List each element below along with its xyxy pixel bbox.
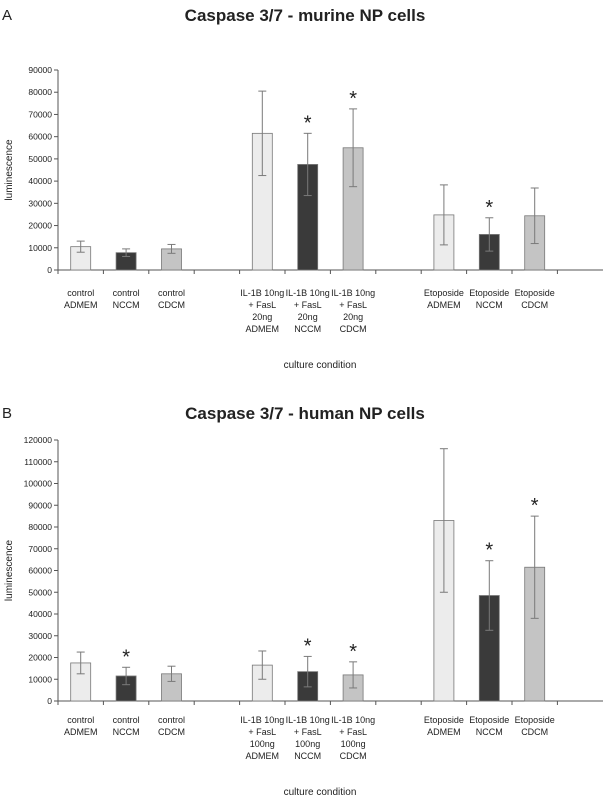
x-axis-title: culture condition xyxy=(284,360,357,371)
category-label: IL-1B 10ng xyxy=(331,288,375,298)
category-label: ADMEM xyxy=(64,300,98,310)
category-label: control xyxy=(158,288,185,298)
category-label: NCCM xyxy=(476,300,503,310)
y-tick-label: 10000 xyxy=(28,674,52,684)
significance-star: * xyxy=(485,540,493,562)
category-label: control xyxy=(67,715,94,725)
y-tick-label: 30000 xyxy=(28,631,52,641)
category-label: Etoposide xyxy=(469,288,509,298)
category-label: NCCM xyxy=(294,324,321,334)
category-label: IL-1B 10ng xyxy=(331,715,375,725)
category-label: control xyxy=(158,715,185,725)
panel-b: B Caspase 3/7 - human NP cells 0 10000 20000… xyxy=(2,404,603,798)
significance-star: * xyxy=(531,495,539,517)
category-label: Etoposide xyxy=(424,715,464,725)
y-tick-label: 0 xyxy=(47,696,52,706)
chart-title: Caspase 3/7 - murine NP cells xyxy=(185,6,426,25)
y-tick-label: 40000 xyxy=(28,176,52,186)
category-label: 100ng xyxy=(250,739,275,749)
category-label: control xyxy=(113,288,140,298)
category-label: Etoposide xyxy=(469,715,509,725)
panel-a: A Caspase 3/7 - murine NP cells 0 10000 2000… xyxy=(2,6,603,371)
category-label: + FasL xyxy=(248,727,276,737)
category-label: ADMEM xyxy=(246,751,280,761)
category-label: CDCM xyxy=(340,751,367,761)
category-label: CDCM xyxy=(158,300,185,310)
category-label: IL-1B 10ng xyxy=(240,715,284,725)
category-label: NCCM xyxy=(113,300,140,310)
category-label: 100ng xyxy=(295,739,320,749)
category-label: CDCM xyxy=(158,727,185,737)
y-tick-label: 80000 xyxy=(28,87,52,97)
y-tick-label: 20000 xyxy=(28,653,52,663)
x-axis-title: culture condition xyxy=(284,787,357,798)
category-label: ADMEM xyxy=(246,324,280,334)
category-label: ADMEM xyxy=(64,727,98,737)
category-label: IL-1B 10ng xyxy=(286,288,330,298)
significance-star: * xyxy=(122,646,130,668)
category-label: IL-1B 10ng xyxy=(286,715,330,725)
category-label: 100ng xyxy=(341,739,366,749)
y-tick-label: 50000 xyxy=(28,154,52,164)
y-tick-label: 40000 xyxy=(28,609,52,619)
panel-letter: B xyxy=(2,405,12,422)
significance-star: * xyxy=(304,635,312,657)
y-tick-label: 0 xyxy=(47,265,52,275)
category-label: NCCM xyxy=(113,727,140,737)
category-label: + FasL xyxy=(339,300,367,310)
significance-star: * xyxy=(304,112,312,134)
significance-star: * xyxy=(485,197,493,219)
y-tick-label: 80000 xyxy=(28,522,52,532)
category-label: 20ng xyxy=(343,312,363,322)
category-label: 20ng xyxy=(298,312,318,322)
y-tick-label: 120000 xyxy=(24,435,53,445)
category-label: control xyxy=(113,715,140,725)
chart-title: Caspase 3/7 - human NP cells xyxy=(185,404,425,423)
category-label: + FasL xyxy=(294,300,322,310)
category-label: Etoposide xyxy=(515,288,555,298)
category-label: ADMEM xyxy=(427,727,461,737)
category-label: IL-1B 10ng xyxy=(240,288,284,298)
category-label: CDCM xyxy=(340,324,367,334)
category-label: + FasL xyxy=(339,727,367,737)
y-axis-title: luminescence xyxy=(4,139,15,201)
category-label: Etoposide xyxy=(424,288,464,298)
y-tick-label: 30000 xyxy=(28,198,52,208)
category-label: NCCM xyxy=(294,751,321,761)
y-tick-label: 70000 xyxy=(28,544,52,554)
y-tick-label: 20000 xyxy=(28,221,52,231)
significance-star: * xyxy=(349,88,357,110)
category-label: CDCM xyxy=(521,300,548,310)
y-tick-label: 10000 xyxy=(28,243,52,253)
category-label: ADMEM xyxy=(427,300,461,310)
y-tick-label: 60000 xyxy=(28,566,52,576)
y-tick-label: 70000 xyxy=(28,109,52,119)
y-tick-label: 110000 xyxy=(24,457,52,467)
y-tick-label: 90000 xyxy=(28,65,52,75)
category-label: + FasL xyxy=(248,300,276,310)
category-label: Etoposide xyxy=(515,715,555,725)
y-tick-label: 90000 xyxy=(28,500,52,510)
category-label: + FasL xyxy=(294,727,322,737)
y-tick-label: 60000 xyxy=(28,132,52,142)
significance-star: * xyxy=(349,641,357,663)
panel-letter: A xyxy=(2,7,12,24)
category-label: 20ng xyxy=(252,312,272,322)
category-label: control xyxy=(67,288,94,298)
y-axis-title: luminescence xyxy=(4,539,15,601)
y-tick-label: 100000 xyxy=(24,479,53,489)
y-tick-label: 50000 xyxy=(28,587,52,597)
category-label: CDCM xyxy=(521,727,548,737)
category-label: NCCM xyxy=(476,727,503,737)
